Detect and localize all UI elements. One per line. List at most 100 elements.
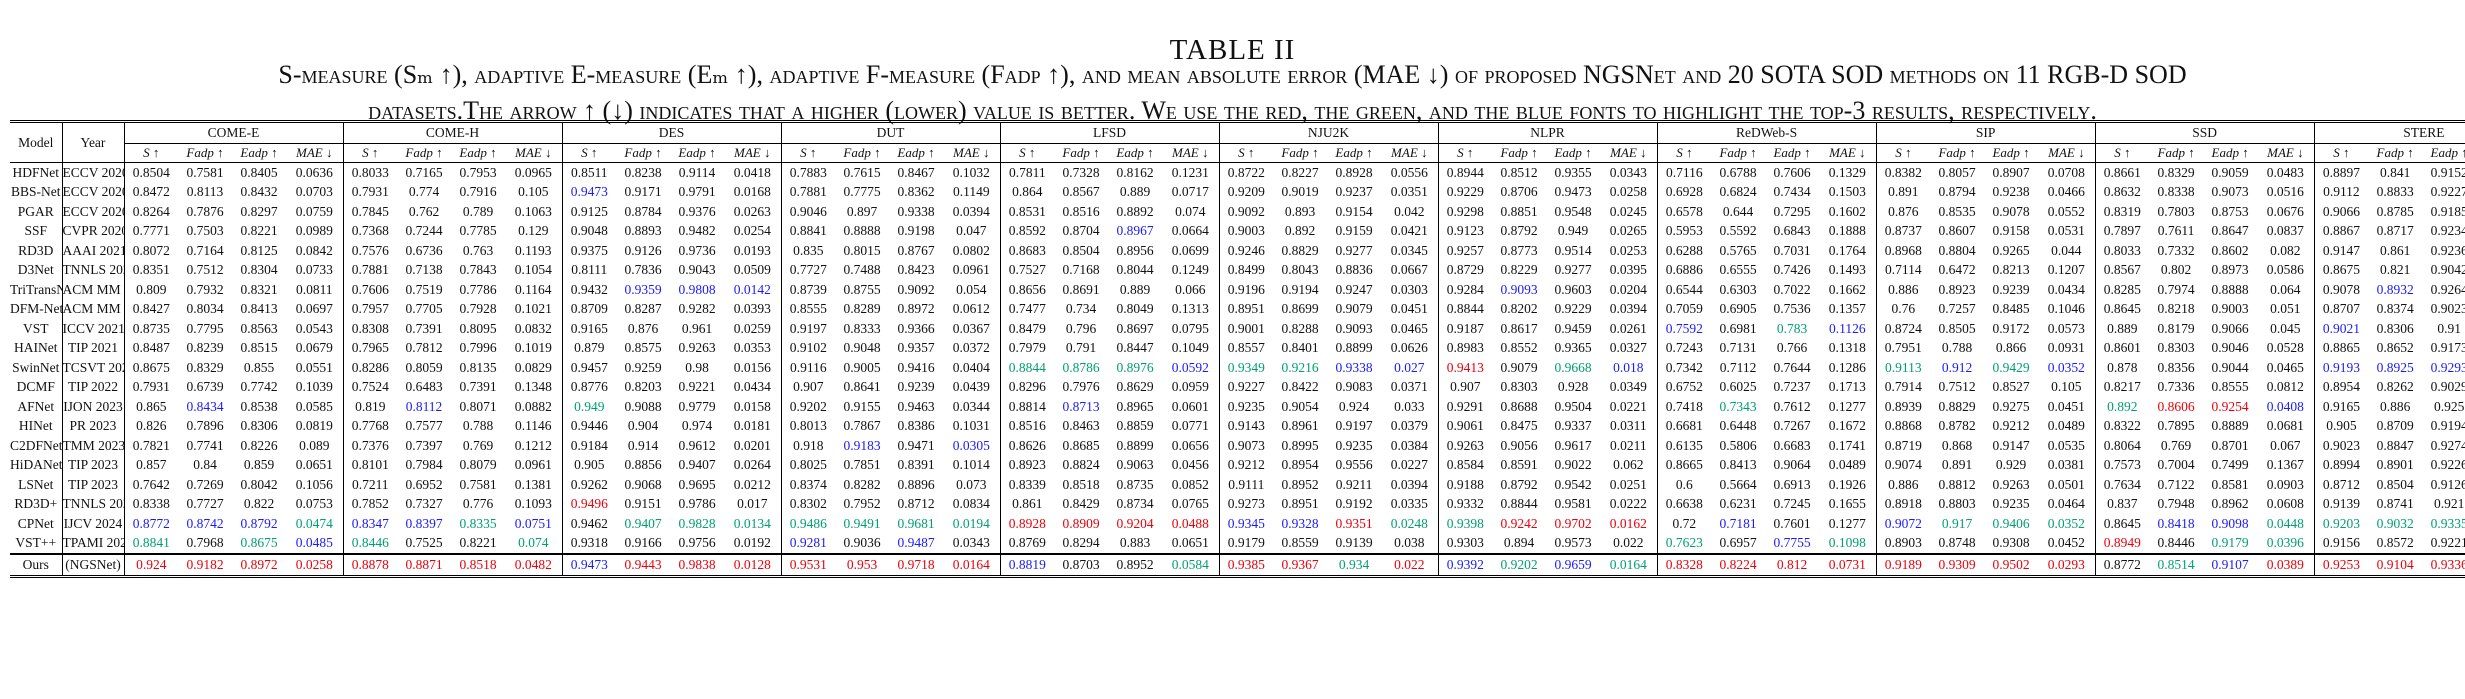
metric-value-cell: 0.7881 bbox=[342, 260, 397, 280]
metric-value-cell: 0.042 bbox=[1394, 203, 1425, 219]
metric-value-cell: 0.1149 bbox=[952, 184, 990, 200]
metric-value-cell: 0.7237 bbox=[1773, 379, 1811, 395]
metric-value-cell: 0.8976 bbox=[1116, 359, 1154, 375]
metric-header: MAE ↓ bbox=[286, 143, 343, 163]
metric-value-cell: 0.7931 bbox=[123, 377, 178, 397]
metric-value-cell: 0.0248 bbox=[1390, 515, 1428, 531]
table-row: CPNet IJCV 2024 0.8772 0.8742 0.8792 0.0474 0.… bbox=[10, 514, 2465, 534]
metric-value-cell: 0.8064 bbox=[2094, 436, 2150, 456]
metric-value-cell: 0.949 bbox=[1557, 223, 1589, 239]
metric-value-cell: 0.9123 bbox=[1437, 221, 1493, 241]
metric-value-cell: 0.7996 bbox=[459, 340, 497, 356]
metric-value-cell: 0.9443 bbox=[616, 553, 670, 578]
metric-value-cell: 0.8285 bbox=[2094, 280, 2150, 300]
model-name-cell: BBS-Net bbox=[10, 182, 63, 202]
metric-value-cell: 0.9581 bbox=[1554, 496, 1592, 512]
metric-value-cell: 0.0509 bbox=[733, 262, 771, 278]
metric-value-cell: 0.7592 bbox=[1656, 319, 1712, 339]
metric-value-cell: 0.8713 bbox=[1062, 398, 1100, 414]
metric-value-cell: 0.8581 bbox=[2211, 476, 2249, 492]
metric-value-cell: 0.0394 bbox=[1609, 301, 1647, 317]
metric-value-cell: 0.889 bbox=[1119, 281, 1151, 297]
metric-value-cell: 0.7332 bbox=[2157, 242, 2195, 258]
metric-header: S ↑ bbox=[1875, 143, 1931, 163]
metric-value-cell: 0.8113 bbox=[186, 184, 224, 200]
metric-value-cell: 0.6025 bbox=[1719, 379, 1757, 395]
model-name-cell: HDFNet bbox=[10, 162, 63, 183]
metric-value-cell: 0.791 bbox=[1065, 340, 1097, 356]
metric-value-cell: 0.8961 bbox=[1281, 418, 1319, 434]
metric-value-cell: 0.9143 bbox=[1218, 416, 1274, 436]
metric-value-cell: 0.9265 bbox=[1992, 242, 2030, 258]
metric-value-cell: 0.8515 bbox=[240, 340, 278, 356]
metric-value-cell: 0.1032 bbox=[952, 164, 990, 180]
metric-value-cell: 0.9193 bbox=[2313, 358, 2369, 378]
metric-value-cell: 0.8319 bbox=[2094, 202, 2150, 222]
metric-value-cell: 0.9659 bbox=[1546, 553, 1601, 578]
metric-value-cell: 0.8724 bbox=[1875, 319, 1931, 339]
metric-value-cell: 0.8792 bbox=[1500, 476, 1538, 492]
metric-value-cell: 0.8626 bbox=[999, 436, 1055, 456]
metric-value-cell: 0.7795 bbox=[186, 320, 224, 336]
metric-value-cell: 0.868 bbox=[1941, 437, 1973, 453]
metric-value-cell: 0.0212 bbox=[733, 476, 771, 492]
metric-value-cell: 0.8983 bbox=[1437, 338, 1493, 358]
metric-value-cell: 0.7812 bbox=[405, 340, 443, 356]
year-cell: TIP 2022 bbox=[67, 379, 119, 395]
metric-value-cell: 0.0311 bbox=[1609, 418, 1647, 434]
metric-value-cell: 0.0193 bbox=[733, 242, 771, 258]
metric-value-cell: 0.9092 bbox=[897, 281, 935, 297]
table-row: DCMF TIP 2022 0.7931 0.6739 0.7742 0.1039 0.75… bbox=[10, 377, 2465, 397]
metric-value-cell: 0.9337 bbox=[1554, 418, 1592, 434]
metric-value-cell: 0.8516 bbox=[999, 416, 1055, 436]
metric-value-cell: 0.1039 bbox=[295, 379, 333, 395]
metric-value-cell: 0.0265 bbox=[1609, 223, 1647, 239]
metric-value-cell: 0.0434 bbox=[2047, 281, 2085, 297]
metric-value-cell: 0.6981 bbox=[1719, 320, 1757, 336]
metric-value-cell: 0.0353 bbox=[733, 340, 771, 356]
metric-value-cell: 0.8729 bbox=[1437, 260, 1493, 280]
metric-value-cell: 0.8362 bbox=[897, 184, 935, 200]
metric-value-cell: 0.0651 bbox=[295, 457, 333, 473]
metric-value-cell: 0.0832 bbox=[514, 320, 552, 336]
metric-value-cell: 0.9514 bbox=[1554, 242, 1592, 258]
metric-value-cell: 0.0708 bbox=[2047, 164, 2085, 180]
metric-value-cell: 0.8776 bbox=[561, 377, 616, 397]
metric-value-cell: 0.9192 bbox=[1335, 496, 1373, 512]
dataset-header: ReDWeb-S bbox=[1656, 120, 1877, 144]
metric-value-cell: 0.0259 bbox=[733, 320, 771, 336]
metric-value-cell: 0.894 bbox=[1503, 535, 1535, 551]
metric-value-cell: 0.7418 bbox=[1656, 397, 1712, 417]
metric-value-cell: 0.7581 bbox=[186, 164, 224, 180]
model-name-cell: C2DFNet bbox=[10, 436, 63, 456]
metric-value-cell: 0.9152 bbox=[2430, 164, 2465, 180]
metric-value-cell: 0.9462 bbox=[561, 514, 616, 534]
metric-value-cell: 0.9542 bbox=[1554, 476, 1592, 492]
metric-value-cell: 0.7527 bbox=[999, 260, 1055, 280]
metric-value-cell: 0.8302 bbox=[780, 494, 836, 514]
metric-value-cell: 0.9235 bbox=[1218, 397, 1274, 417]
metric-value-cell: 0.8601 bbox=[2094, 338, 2150, 358]
metric-value-cell: 0.841 bbox=[2379, 164, 2411, 180]
metric-value-cell: 0.8829 bbox=[1281, 242, 1319, 258]
metric-value-cell: 0.9573 bbox=[1554, 535, 1592, 551]
metric-value-cell: 0.8847 bbox=[2376, 437, 2414, 453]
metric-value-cell: 0.1126 bbox=[1829, 320, 1866, 336]
metric-value-cell: 0.8288 bbox=[1281, 320, 1319, 336]
metric-value-cell: 0.8824 bbox=[1062, 457, 1100, 473]
metric-value-cell: 0.8709 bbox=[2376, 418, 2414, 434]
metric-value-cell: 0.0717 bbox=[1171, 184, 1209, 200]
metric-value-cell: 0.7957 bbox=[342, 299, 397, 319]
metric-value-cell: 0.7615 bbox=[843, 164, 881, 180]
metric-value-cell: 0.837 bbox=[2094, 494, 2150, 514]
metric-value-cell: 0.7775 bbox=[843, 184, 881, 200]
metric-value-cell: 0.8737 bbox=[1875, 221, 1931, 241]
metric-value-cell: 0.8767 bbox=[897, 242, 935, 258]
metric-value-cell: 0.0551 bbox=[295, 359, 333, 375]
metric-value-cell: 0.8226 bbox=[240, 437, 278, 453]
metric-value-cell: 0.0343 bbox=[1609, 164, 1647, 180]
metric-value-cell: 0.9416 bbox=[897, 359, 935, 375]
metric-value-cell: 0.0474 bbox=[295, 515, 333, 531]
metric-value-cell: 0.7852 bbox=[342, 494, 397, 514]
